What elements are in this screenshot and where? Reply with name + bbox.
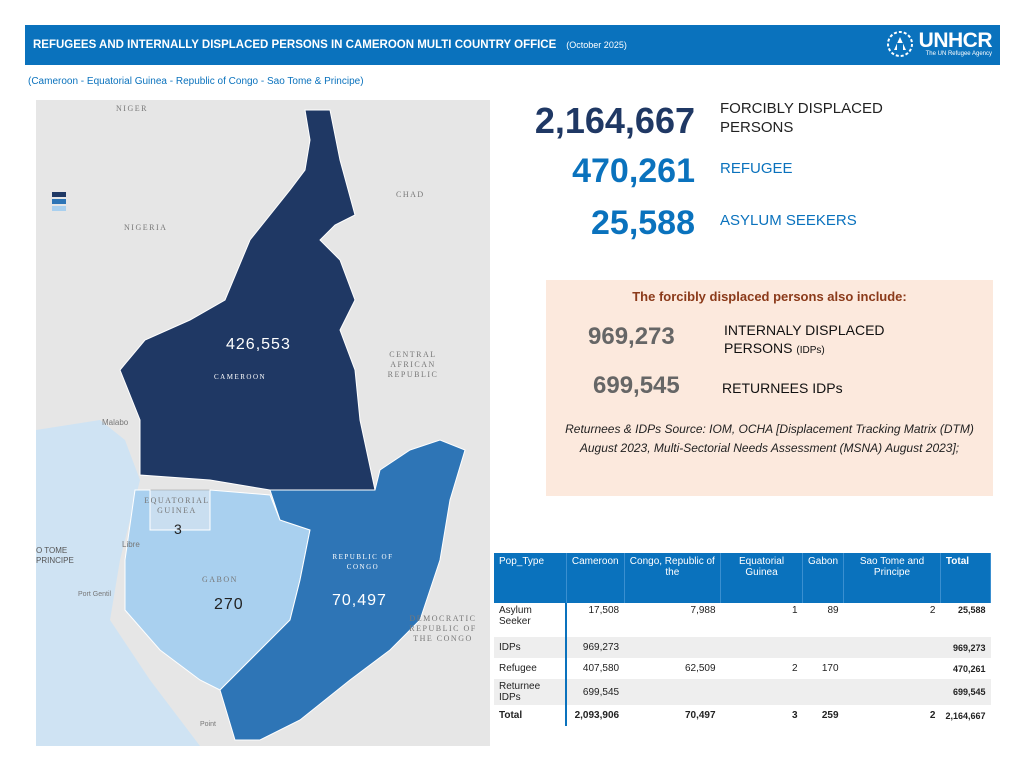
returnee-label: RETURNEES IDPs <box>722 380 843 396</box>
ocean <box>36 420 200 746</box>
table-row: Asylum Seeker 17,508 7,988 1 89 2 25,588 <box>494 603 991 637</box>
table-cell <box>624 679 721 705</box>
label-cameroon: CAMEROON <box>214 373 267 381</box>
table-cell: 3 <box>791 710 798 721</box>
table-row: Refugee 407,580 62,509 2 170 470,261 <box>494 658 991 679</box>
label-pointe: Point <box>200 721 216 728</box>
label-nigeria: NIGERIA <box>124 223 168 232</box>
col-header: Total <box>940 553 992 603</box>
table-cell: 259 <box>821 710 839 721</box>
table-cell <box>720 679 803 705</box>
kpi-fdp-value: 2,164,667 <box>534 100 695 141</box>
value-eq-guinea: 3 <box>174 521 183 537</box>
table-cell <box>720 637 803 658</box>
table-row: Returnee IDPs 699,545 699,545 <box>494 679 991 705</box>
table-cell: 2 <box>929 605 936 616</box>
label-eq-guinea: EQUATORIAL GUINEA <box>144 496 210 515</box>
table-cell: 25,588 <box>957 605 986 615</box>
table-cell <box>843 679 941 705</box>
table-cell: 89 <box>827 605 839 616</box>
label-drc: DEMOCRATIC REPUBLIC OF THE CONGO <box>409 614 477 643</box>
col-header: Pop_Type <box>494 553 567 603</box>
table-cell: 170 <box>821 663 839 674</box>
source-note: Returnees & IDPs Source: IOM, OCHA [Disp… <box>565 422 974 455</box>
label-sao-tome: O TOME PRINCIPE <box>36 546 74 565</box>
returnee-value: 699,545 <box>593 372 680 399</box>
kpi-fdp-label: FORCIBLY DISPLACED PERSONS <box>720 100 883 136</box>
legend-swatch-mid <box>52 199 66 204</box>
legend-swatch-dark <box>52 192 66 197</box>
table-cell: 2 <box>791 663 798 674</box>
kpi-refugee-label: REFUGEE <box>720 160 793 177</box>
table-cell <box>802 637 844 658</box>
region-cameroon[interactable] <box>119 109 376 491</box>
label-congo: REPUBLIC OF CONGO <box>332 553 394 571</box>
value-cameroon: 426,553 <box>226 336 291 353</box>
table-cell: 969,273 <box>566 637 625 658</box>
subtitle: (Cameroon - Equatorial Guinea - Republic… <box>28 76 364 87</box>
table-cell <box>843 637 941 658</box>
col-header: Cameroon <box>566 553 625 603</box>
table-cell: Total <box>494 705 568 726</box>
label-car: CENTRAL AFRICAN REPUBLIC <box>387 350 439 379</box>
col-header: Gabon <box>802 553 845 603</box>
kpi-asylum-value: 25,588 <box>591 204 695 242</box>
header-banner: REFUGEES AND INTERNALLY DISPLACED PERSON… <box>25 25 1000 65</box>
report-date: (October 2025) <box>566 40 627 50</box>
table-cell: 17,508 <box>588 605 620 616</box>
table-cell: 2,093,906 <box>574 710 620 721</box>
label-libreville: Libre <box>122 540 140 549</box>
map: NIGER CHAD NIGERIA CENTRAL AFRICAN REPUB… <box>36 100 490 746</box>
table-cell: 2 <box>929 710 936 721</box>
label-port-gentil: Port Gentil <box>78 591 112 598</box>
table-cell <box>844 658 941 679</box>
label-chad: CHAD <box>396 190 425 199</box>
table-cell: Returnee IDPs <box>494 679 568 705</box>
unhcr-emblem-icon <box>886 31 913 57</box>
table-cell: 699,545 <box>566 679 625 705</box>
table-cell: 407,580 <box>582 663 620 674</box>
table-cell <box>624 637 721 658</box>
table-cell: 62,509 <box>684 663 716 674</box>
value-congo: 70,497 <box>332 592 387 609</box>
label-niger: NIGER <box>116 104 148 113</box>
label-malabo: Malabo <box>102 418 129 427</box>
logo-tagline: The UN Refugee Agency <box>925 51 992 57</box>
table-cell: 7,988 <box>690 605 716 616</box>
table-cell <box>802 679 844 705</box>
idp-label: INTERNALY DISPLACED PERSONS <box>724 322 885 356</box>
panel-heading: The forcibly displaced persons also incl… <box>632 289 907 304</box>
kpi-asylum-label: ASYLUM SEEKERS <box>720 212 857 229</box>
logo-name: UNHCR <box>918 29 993 52</box>
also-include-panel: The forcibly displaced persons also incl… <box>546 280 993 496</box>
table-cell: 70,497 <box>684 710 716 721</box>
table-row: Total 2,093,906 70,497 3 259 2 2,164,667 <box>494 705 991 726</box>
table-cell: IDPs <box>494 637 568 658</box>
report-title: REFUGEES AND INTERNALLY DISPLACED PERSON… <box>33 39 557 51</box>
table-cell: Refugee <box>494 658 568 679</box>
legend-swatch-light <box>52 206 66 211</box>
unhcr-logo: UNHCR The UN Refugee Agency <box>885 29 993 59</box>
table-cell: 969,273 <box>940 637 991 658</box>
col-header: Congo, Republic of the <box>624 553 722 603</box>
idp-value: 969,273 <box>588 323 675 350</box>
table-cell: 2,164,667 <box>945 710 986 721</box>
col-header: Equatorial Guinea <box>720 553 804 603</box>
value-gabon: 270 <box>214 596 244 613</box>
table-cell: 699,545 <box>940 679 991 705</box>
map-svg <box>36 109 466 746</box>
col-header: Sao Tome and Principe <box>843 553 941 603</box>
kpi-refugee-value: 470,261 <box>572 152 695 190</box>
table-row: IDPs 969,273 969,273 <box>494 637 991 658</box>
table-cell: 470,261 <box>952 663 986 674</box>
label-gabon: GABON <box>202 575 238 584</box>
table-cell: Asylum Seeker <box>494 603 568 637</box>
idp-suffix: (IDPs) <box>796 345 825 356</box>
table-cell: 1 <box>791 605 798 616</box>
region-congo[interactable] <box>219 439 466 741</box>
population-table: Pop_Type Cameroon Congo, Republic of the… <box>494 553 992 726</box>
